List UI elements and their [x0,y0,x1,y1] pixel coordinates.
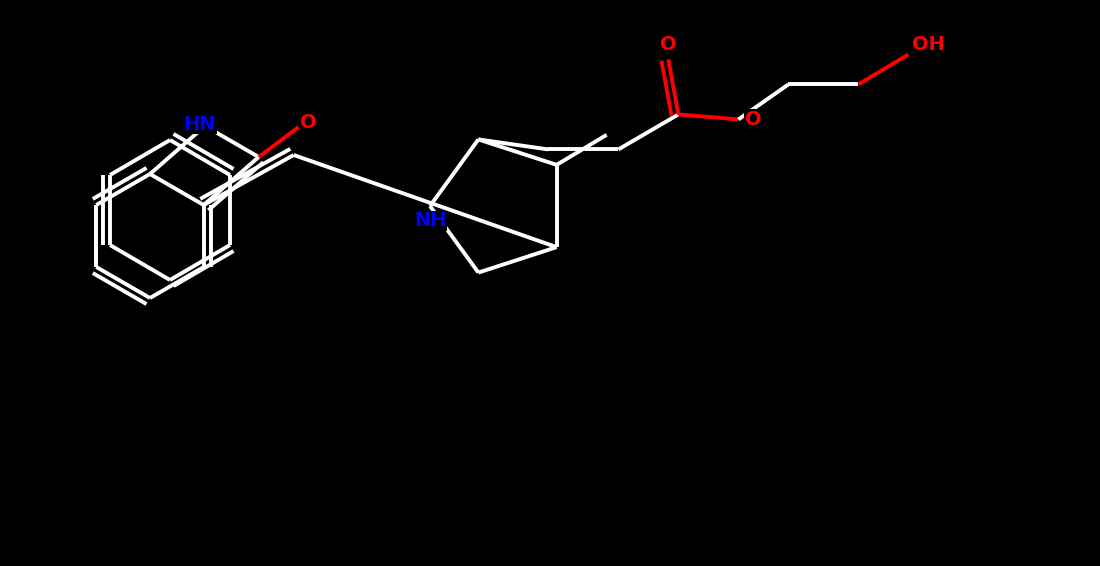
Text: HN: HN [184,114,217,134]
Text: OH: OH [912,35,945,54]
Text: O: O [660,35,676,54]
Text: O: O [745,110,761,129]
Text: O: O [300,113,317,131]
Text: NH: NH [414,212,447,230]
